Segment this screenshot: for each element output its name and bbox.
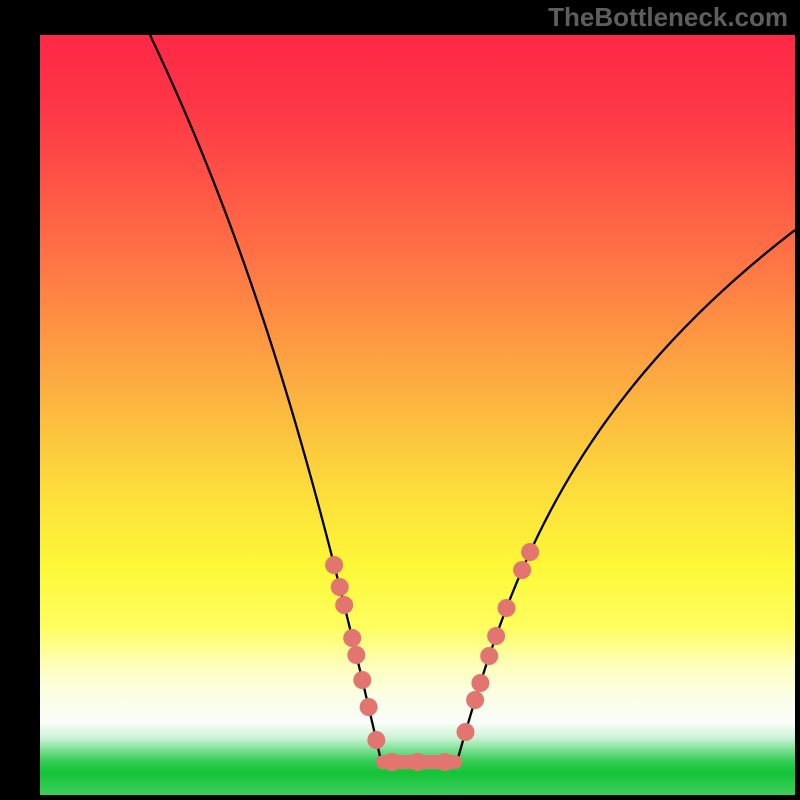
data-dot [343,629,361,647]
data-dot [498,599,516,617]
watermark-text: TheBottleneck.com [548,2,788,33]
data-dot [409,753,427,771]
data-dot [383,753,401,771]
data-dot [466,691,484,709]
data-dot [360,698,378,716]
data-dot [325,556,343,574]
data-dot [367,731,385,749]
data-dot [335,596,353,614]
gradient-rect [40,35,795,795]
data-dot [513,561,531,579]
data-dot [353,671,371,689]
data-dot [436,753,454,771]
data-dot [521,543,539,561]
data-dot [487,627,505,645]
data-dot [331,578,349,596]
plot-area [40,35,795,795]
data-dot [480,647,498,665]
data-dot [347,646,365,664]
data-dot [457,723,475,741]
data-dot [471,674,489,692]
gradient-background [40,35,795,795]
